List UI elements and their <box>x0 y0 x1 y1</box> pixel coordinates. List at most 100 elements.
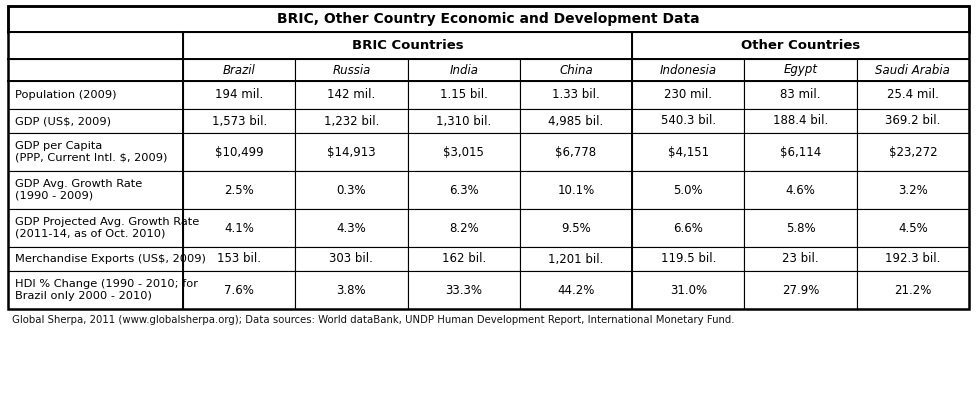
Text: 4.3%: 4.3% <box>336 222 366 234</box>
Bar <box>407 209 520 247</box>
Bar <box>857 271 969 309</box>
Bar <box>520 271 632 309</box>
Bar <box>183 32 632 59</box>
Bar <box>407 59 520 81</box>
Text: 9.5%: 9.5% <box>561 222 591 234</box>
Bar <box>520 81 632 109</box>
Text: 188.4 bil.: 188.4 bil. <box>773 115 828 127</box>
Text: GDP per Capita
(PPP, Current Intl. $, 2009): GDP per Capita (PPP, Current Intl. $, 20… <box>15 141 167 163</box>
Text: 6.3%: 6.3% <box>448 183 479 197</box>
Text: 31.0%: 31.0% <box>669 283 706 297</box>
Text: 540.3 bil.: 540.3 bil. <box>660 115 716 127</box>
Text: $6,778: $6,778 <box>556 146 597 158</box>
Text: $3,015: $3,015 <box>444 146 485 158</box>
Bar <box>183 133 295 171</box>
Bar <box>744 171 857 209</box>
Text: 83 mil.: 83 mil. <box>781 88 821 101</box>
Bar <box>8 6 969 309</box>
Bar <box>857 209 969 247</box>
Bar <box>857 109 969 133</box>
Bar <box>632 171 744 209</box>
Bar <box>632 59 744 81</box>
Text: HDI % Change (1990 - 2010; for
Brazil only 2000 - 2010): HDI % Change (1990 - 2010; for Brazil on… <box>15 279 198 301</box>
Text: BRIC Countries: BRIC Countries <box>352 39 463 52</box>
Text: 1.15 bil.: 1.15 bil. <box>440 88 488 101</box>
Bar <box>183 271 295 309</box>
Bar <box>8 32 183 59</box>
Text: 21.2%: 21.2% <box>894 283 931 297</box>
Bar <box>744 247 857 271</box>
Bar <box>632 32 969 59</box>
Text: Population (2009): Population (2009) <box>15 90 116 100</box>
Text: 162 bil.: 162 bil. <box>442 252 486 265</box>
Bar <box>520 209 632 247</box>
Bar <box>295 171 407 209</box>
Text: Indonesia: Indonesia <box>659 64 717 76</box>
Bar <box>632 209 744 247</box>
Text: 230 mil.: 230 mil. <box>664 88 712 101</box>
Text: 142 mil.: 142 mil. <box>327 88 375 101</box>
Bar <box>8 59 183 81</box>
Text: 1,310 bil.: 1,310 bil. <box>436 115 491 127</box>
Text: Saudi Arabia: Saudi Arabia <box>875 64 951 76</box>
Bar <box>857 133 969 171</box>
Text: Brazil: Brazil <box>223 64 256 76</box>
Bar <box>295 133 407 171</box>
Bar <box>8 209 183 247</box>
Text: Merchandise Exports (US$, 2009): Merchandise Exports (US$, 2009) <box>15 254 206 264</box>
Bar <box>520 133 632 171</box>
Text: Other Countries: Other Countries <box>741 39 860 52</box>
Bar <box>8 247 183 271</box>
Bar <box>183 171 295 209</box>
Text: 27.9%: 27.9% <box>782 283 820 297</box>
Text: Global Sherpa, 2011 (www.globalsherpa.org); Data sources: World dataBank, UNDP H: Global Sherpa, 2011 (www.globalsherpa.or… <box>12 315 735 325</box>
Text: 119.5 bil.: 119.5 bil. <box>660 252 716 265</box>
Bar <box>407 271 520 309</box>
Bar <box>8 133 183 171</box>
Text: 10.1%: 10.1% <box>557 183 595 197</box>
Bar <box>295 209 407 247</box>
Bar <box>183 109 295 133</box>
Bar <box>295 81 407 109</box>
Text: 25.4 mil.: 25.4 mil. <box>887 88 939 101</box>
Text: $6,114: $6,114 <box>780 146 822 158</box>
Text: Egypt: Egypt <box>784 64 818 76</box>
Text: 1,232 bil.: 1,232 bil. <box>323 115 379 127</box>
Bar <box>520 109 632 133</box>
Bar <box>744 81 857 109</box>
Bar <box>8 271 183 309</box>
Bar <box>744 133 857 171</box>
Text: GDP Projected Avg. Growth Rate
(2011-14, as of Oct. 2010): GDP Projected Avg. Growth Rate (2011-14,… <box>15 217 199 239</box>
Bar <box>857 81 969 109</box>
Bar <box>8 81 183 109</box>
Bar <box>295 59 407 81</box>
Text: 5.0%: 5.0% <box>673 183 703 197</box>
Bar <box>295 247 407 271</box>
Text: 8.2%: 8.2% <box>448 222 479 234</box>
Text: India: India <box>449 64 478 76</box>
Bar <box>8 171 183 209</box>
Bar <box>744 271 857 309</box>
Text: 153 bil.: 153 bil. <box>217 252 261 265</box>
Bar <box>744 59 857 81</box>
Text: 5.8%: 5.8% <box>786 222 816 234</box>
Text: 369.2 bil.: 369.2 bil. <box>885 115 941 127</box>
Bar <box>407 133 520 171</box>
Bar <box>857 171 969 209</box>
Text: 2.5%: 2.5% <box>225 183 254 197</box>
Bar <box>520 171 632 209</box>
Text: 3.8%: 3.8% <box>337 283 366 297</box>
Text: 4,985 bil.: 4,985 bil. <box>548 115 604 127</box>
Text: $14,913: $14,913 <box>327 146 376 158</box>
Bar <box>632 271 744 309</box>
Text: 3.2%: 3.2% <box>898 183 928 197</box>
Bar <box>407 247 520 271</box>
Bar <box>183 59 295 81</box>
Bar <box>8 309 969 331</box>
Text: 303 bil.: 303 bil. <box>329 252 373 265</box>
Text: $10,499: $10,499 <box>215 146 264 158</box>
Bar <box>407 109 520 133</box>
Bar <box>183 209 295 247</box>
Text: 4.5%: 4.5% <box>898 222 928 234</box>
Bar <box>183 81 295 109</box>
